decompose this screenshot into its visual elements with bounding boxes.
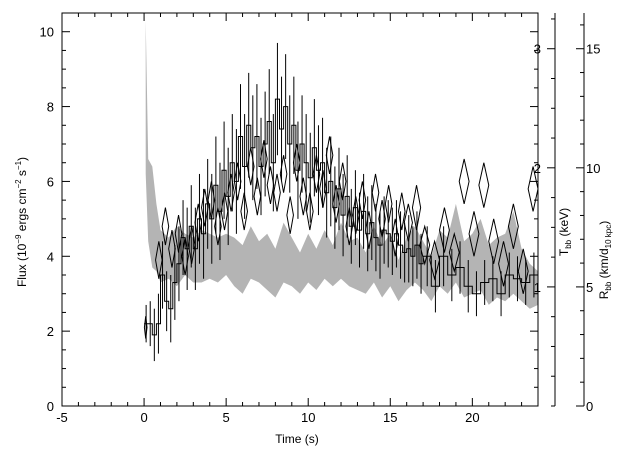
diamond-marker [155,241,163,279]
flux-tick-label: 4 [47,249,54,264]
diamond-marker [411,185,422,231]
diamond-marker [419,224,431,266]
diamond-marker [429,239,441,281]
diamond-marker [439,207,450,253]
diamond-marker [181,237,189,276]
diamond-marker [266,166,275,204]
diamond-marker [201,188,209,227]
y-axis-title-kT: Tbb (keV) [557,208,573,256]
diamond-marker [260,140,268,178]
shaded-band [145,20,538,309]
diamond-marker [448,231,460,274]
diamond-marker [458,158,470,204]
diamond-marker [325,136,334,175]
diamond-marker [312,155,321,193]
x-tick-label: 15 [383,410,397,425]
x-tick-label: 20 [465,410,479,425]
x-axis-title: Time (s) [275,432,319,446]
diamond-marker [233,162,242,201]
R-tick-label: 10 [586,161,600,176]
diamond-marker [306,192,314,231]
flux-tick-label: 2 [47,324,54,339]
shaded-band-layer [145,20,538,309]
diamond-marker [143,316,148,339]
diamond-marker [345,207,354,246]
kT-tick-label: 1 [534,280,541,295]
diamond-marker [319,170,327,208]
diamond-marker [397,192,406,231]
R-tick-label: 5 [586,280,593,295]
diamond-marker [194,203,203,242]
x-tick-label: -5 [56,410,68,425]
flux-tick-label: 10 [40,25,54,40]
diamond-marker [358,181,367,219]
flux-tick-label: 0 [47,399,54,414]
diamond-marker [292,143,301,182]
R-tick-label: 15 [586,42,600,57]
diamond-marker [273,173,281,212]
diamond-marker [391,218,399,257]
diamond-marker [384,185,393,223]
diamond-marker [478,162,490,208]
diamond-marker [246,147,255,186]
diamond-marker [187,226,196,264]
diamond-marker [507,203,519,249]
diamond-marker [371,173,380,212]
diamond-marker [299,177,308,216]
x-tick-label: 10 [301,410,315,425]
diamond-layer [143,136,539,339]
diamond-marker [214,207,222,246]
diamond-marker [161,207,170,246]
diamond-marker [207,181,216,219]
plot-frame [61,12,539,407]
diamond-marker [240,192,248,231]
diamond-marker [488,218,500,264]
diamond-marker [517,248,529,294]
kT-tick-label: 3 [534,42,541,57]
diamond-marker [338,162,347,201]
y-axis-title-flux: Flux (10−9 ergs cm−2 s−1) [14,157,29,287]
axes-layer [61,12,585,407]
diamond-marker [378,200,386,238]
flux-tick-label: 6 [47,174,54,189]
y-axis-title-R: Rbb (km/d10 kpc) [597,221,613,300]
diamond-marker [174,215,183,253]
diamond-marker [403,203,413,242]
x-tick-label: 0 [140,410,147,425]
diamond-marker [332,185,340,223]
diamond-marker [220,192,229,231]
diamond-marker [365,211,373,249]
diamond-marker [286,196,294,234]
diamond-marker [468,211,480,257]
histogram-layer [144,42,538,362]
R-tick-label: 0 [586,399,593,414]
flux-tick-label: 8 [47,100,54,115]
x-tick-label: 5 [223,410,230,425]
diamond-marker [168,229,176,268]
diamond-marker [279,155,288,193]
diamond-marker [352,196,360,234]
diamond-marker [498,241,509,287]
diamond-marker [227,173,235,212]
diamond-marker [253,177,262,216]
kT-tick-label: 2 [534,161,541,176]
